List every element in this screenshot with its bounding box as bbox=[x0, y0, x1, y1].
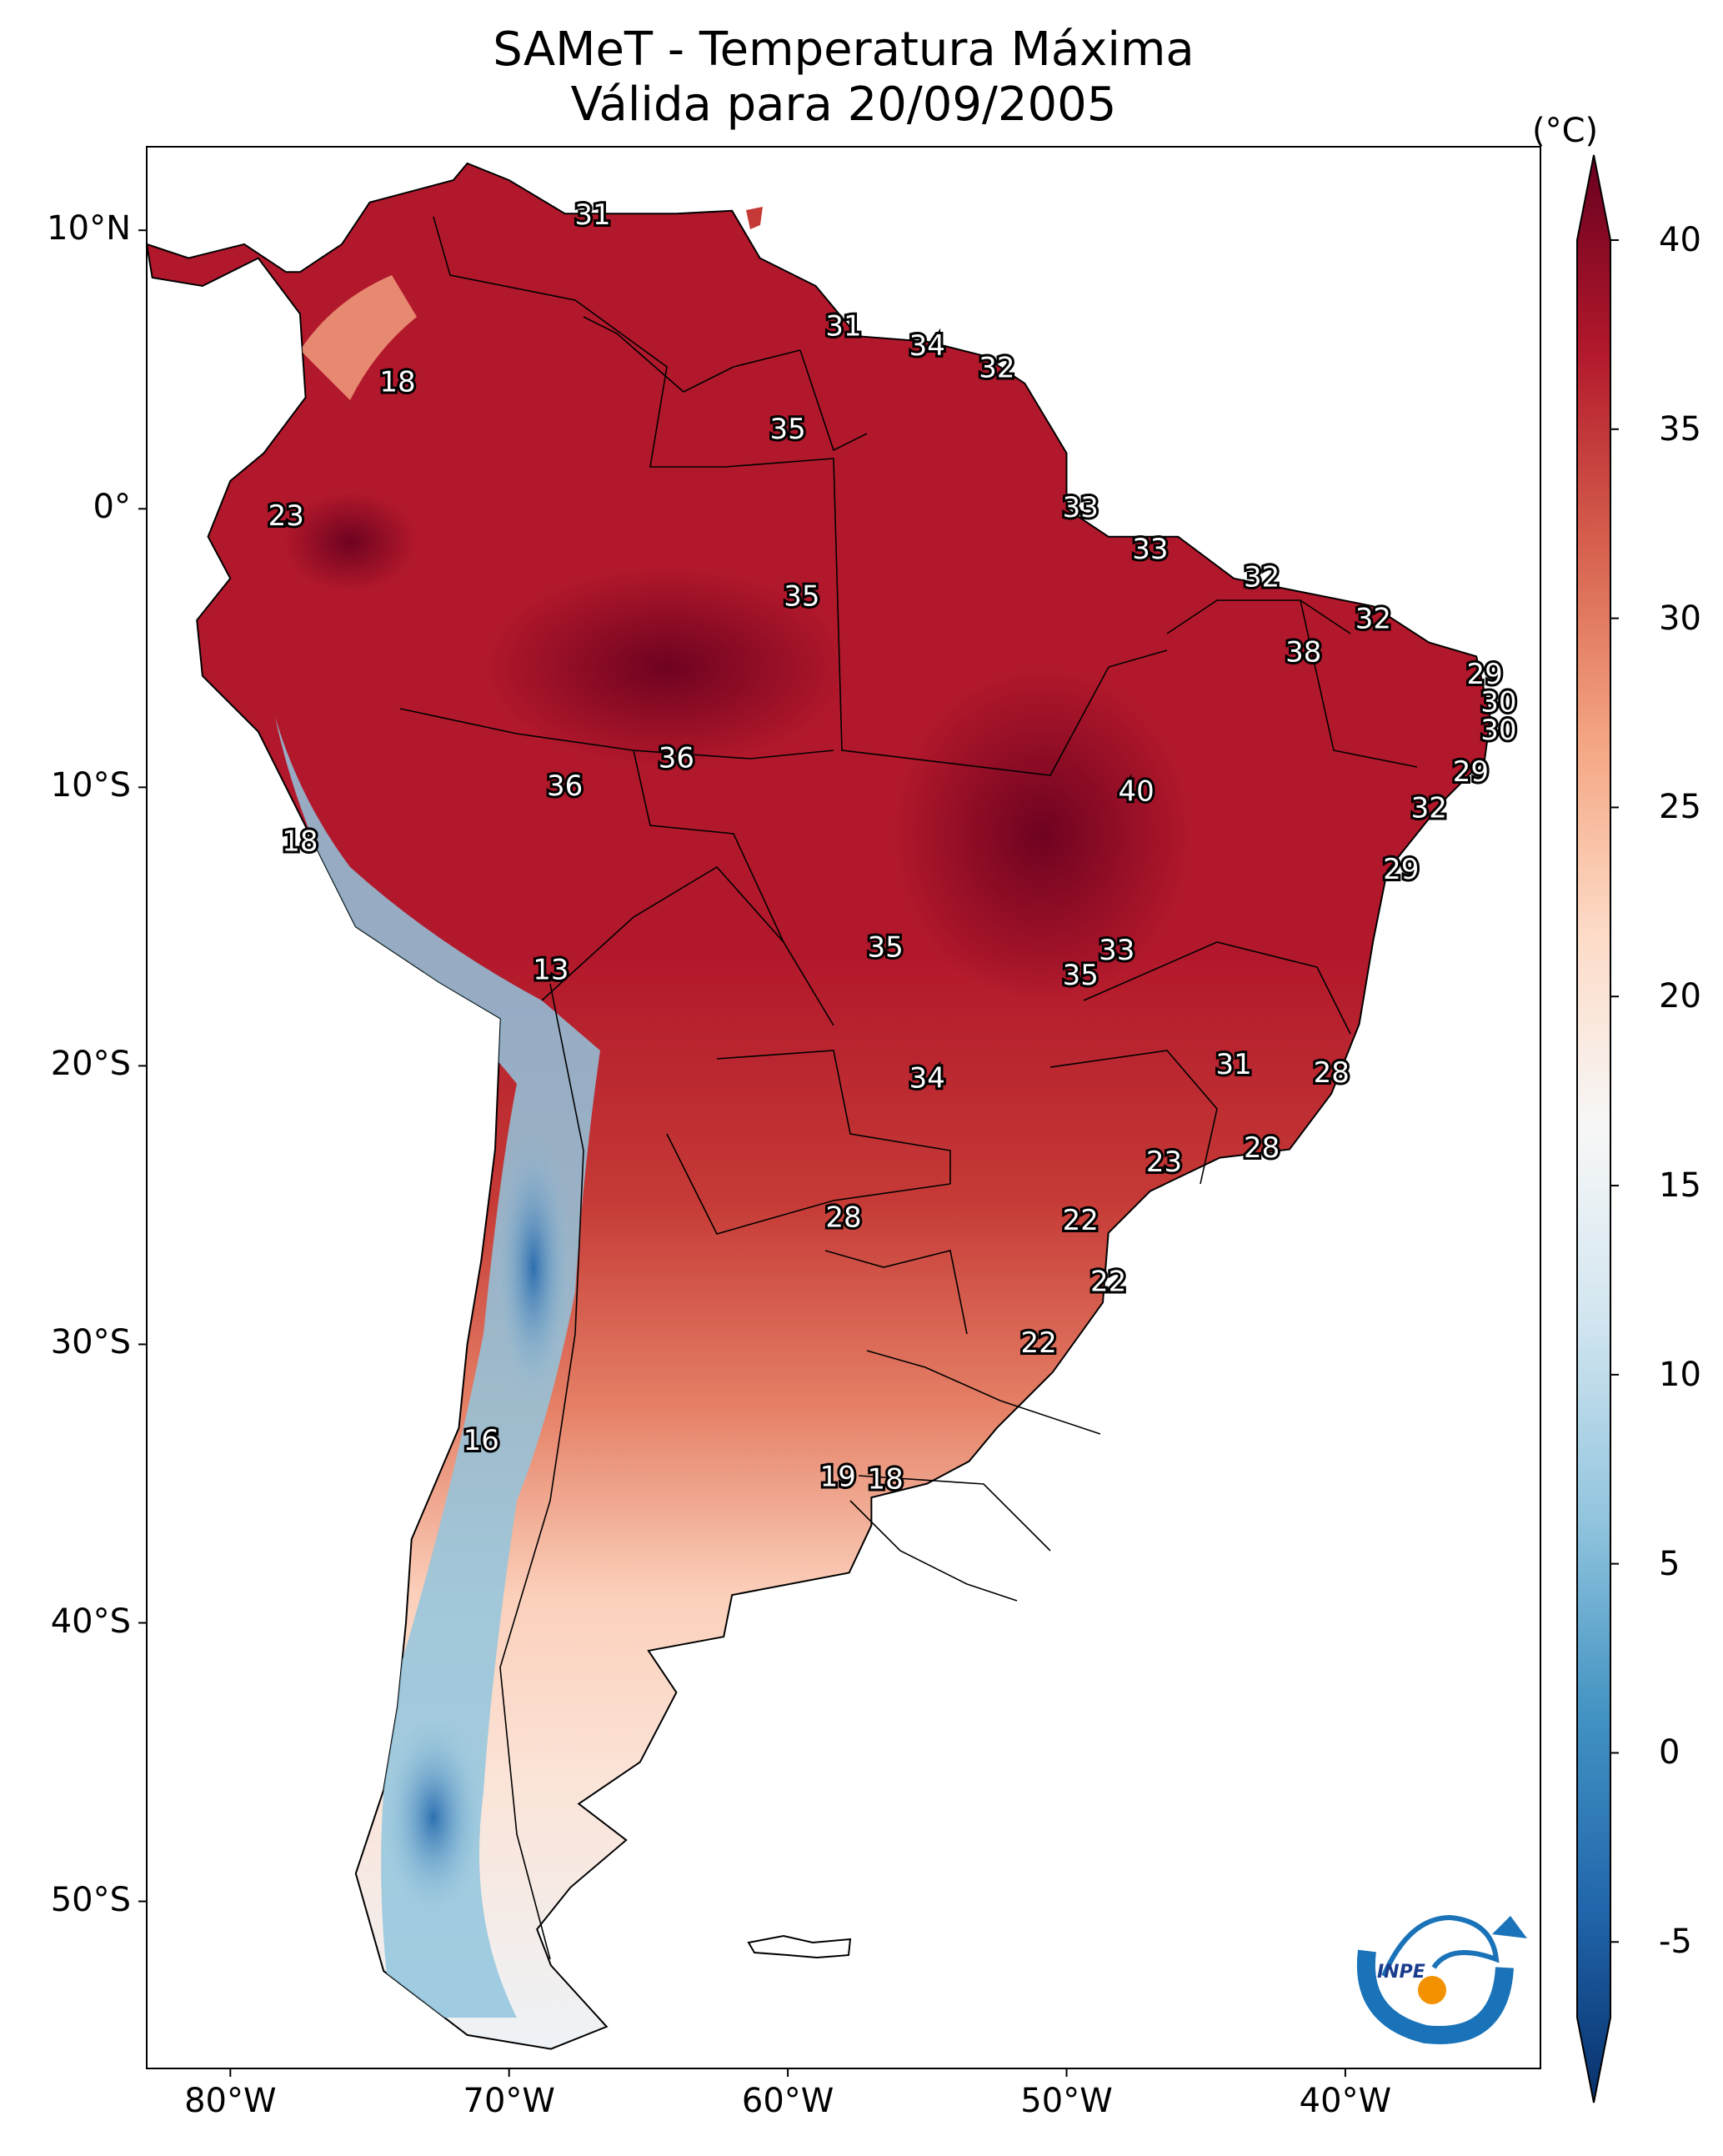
temperature-label: 35 bbox=[868, 931, 904, 965]
temperature-label: 16 bbox=[463, 1424, 499, 1457]
temperature-label: 34 bbox=[909, 329, 945, 363]
lat-label: 10°S bbox=[50, 766, 131, 805]
temperature-label: 35 bbox=[784, 580, 819, 614]
temperature-label: 35 bbox=[1063, 959, 1099, 992]
colorbar-label: 40 bbox=[1659, 221, 1701, 259]
temperature-label: 32 bbox=[1411, 792, 1447, 825]
logo-text: INPE bbox=[1377, 1962, 1425, 1983]
falkland-islands bbox=[747, 1934, 852, 1959]
temperature-shading bbox=[275, 275, 1192, 2018]
colorbar-label: 20 bbox=[1659, 977, 1701, 1016]
temperature-label: 13 bbox=[533, 953, 568, 986]
temperature-label: 22 bbox=[1020, 1326, 1056, 1360]
temperature-label: 32 bbox=[1244, 560, 1280, 594]
colorbar-label: 25 bbox=[1659, 788, 1701, 827]
lat-label: 50°S bbox=[50, 1880, 131, 1919]
colorbar-label: 30 bbox=[1659, 599, 1701, 638]
axis-ticks bbox=[138, 229, 1346, 2077]
temperature-label: 18 bbox=[282, 825, 318, 859]
inpe-logo: INPE bbox=[1356, 1914, 1527, 2044]
temperature-label: 29 bbox=[1383, 853, 1419, 886]
temperature-label: 28 bbox=[1314, 1056, 1350, 1090]
lat-label: 20°S bbox=[50, 1045, 131, 1084]
temperature-label: 36 bbox=[659, 741, 694, 775]
lon-label: 50°W bbox=[1020, 2082, 1113, 2120]
temperature-label: 38 bbox=[1285, 635, 1321, 669]
temperature-label: 29 bbox=[1453, 755, 1489, 789]
trinidad-island bbox=[746, 207, 763, 229]
map-title: SAMeT - Temperatura Máxima bbox=[493, 23, 1195, 77]
lat-label: 0° bbox=[93, 488, 131, 527]
colorbar-label: -5 bbox=[1659, 1923, 1692, 1962]
lat-label: 40°S bbox=[50, 1602, 131, 1641]
temperature-label: 34 bbox=[909, 1062, 945, 1096]
temperature-label: 32 bbox=[1355, 602, 1391, 635]
temperature-label: 22 bbox=[1090, 1265, 1126, 1298]
lon-label: 80°W bbox=[184, 2082, 277, 2120]
temperature-label: 19 bbox=[820, 1460, 856, 1493]
temperature-label: 33 bbox=[1132, 533, 1168, 566]
map-subtitle: Válida para 20/09/2005 bbox=[570, 78, 1117, 132]
temperature-label: 23 bbox=[268, 499, 304, 533]
lon-label: 70°W bbox=[463, 2082, 555, 2120]
temperature-label: 40 bbox=[1118, 775, 1154, 809]
temperature-label: 31 bbox=[825, 310, 861, 343]
colorbar bbox=[1576, 154, 1619, 2103]
lon-label: 40°W bbox=[1299, 2082, 1392, 2120]
colorbar-unit: (°C) bbox=[1532, 112, 1599, 150]
temperature-label: 31 bbox=[1216, 1048, 1252, 1081]
temperature-label: 30 bbox=[1480, 686, 1516, 720]
temperature-label: 31 bbox=[574, 198, 610, 232]
lon-label: 60°W bbox=[741, 2082, 834, 2120]
temperature-label: 18 bbox=[868, 1463, 904, 1497]
temperature-label: 23 bbox=[1146, 1146, 1182, 1179]
temperature-label: 33 bbox=[1063, 491, 1099, 524]
temperature-label: 36 bbox=[547, 770, 583, 803]
temperature-label: 28 bbox=[825, 1201, 861, 1235]
temperature-label: 28 bbox=[1244, 1131, 1280, 1165]
temperature-label: 32 bbox=[979, 352, 1014, 385]
temperature-label: 22 bbox=[1063, 1204, 1099, 1237]
temperature-label: 18 bbox=[379, 365, 415, 399]
temperature-label: 29 bbox=[1466, 658, 1502, 691]
lat-label: 10°N bbox=[47, 209, 131, 248]
colorbar-label: 10 bbox=[1659, 1355, 1701, 1394]
temperature-label: 35 bbox=[769, 413, 805, 446]
colorbar-label: 5 bbox=[1659, 1544, 1680, 1583]
colorbar-label: 15 bbox=[1659, 1166, 1701, 1206]
temperature-label: 33 bbox=[1099, 934, 1134, 967]
colorbar-label: 35 bbox=[1659, 409, 1701, 449]
lat-label: 30°S bbox=[50, 1323, 131, 1362]
temperature-label: 30 bbox=[1480, 714, 1516, 747]
country-borders bbox=[399, 216, 1418, 1960]
colorbar-label: 0 bbox=[1659, 1733, 1680, 1772]
